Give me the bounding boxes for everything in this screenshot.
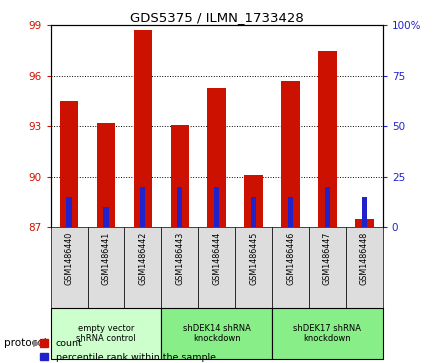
Bar	[103, 207, 109, 227]
Text: shDEK14 shRNA
knockdown: shDEK14 shRNA knockdown	[183, 324, 251, 343]
Bar	[325, 187, 330, 227]
Bar	[362, 197, 367, 227]
Bar	[60, 101, 78, 227]
Text: GSM1486441: GSM1486441	[102, 231, 110, 285]
Text: GSM1486447: GSM1486447	[323, 231, 332, 285]
Text: GSM1486444: GSM1486444	[212, 231, 221, 285]
Bar	[88, 227, 125, 308]
Bar	[235, 227, 272, 308]
Bar	[208, 87, 226, 227]
Text: GSM1486445: GSM1486445	[249, 231, 258, 285]
Bar	[125, 227, 161, 308]
Text: GSM1486448: GSM1486448	[360, 231, 369, 285]
Bar	[272, 227, 309, 308]
Text: GSM1486443: GSM1486443	[175, 231, 184, 285]
Bar	[281, 81, 300, 227]
Bar	[272, 308, 383, 359]
Bar	[244, 175, 263, 227]
Bar	[214, 187, 219, 227]
Bar	[346, 227, 383, 308]
Bar	[309, 227, 346, 308]
Bar	[51, 308, 161, 359]
Bar	[171, 125, 189, 227]
Bar	[288, 197, 293, 227]
Bar	[97, 123, 115, 227]
Text: protocol: protocol	[4, 338, 47, 348]
Bar	[161, 308, 272, 359]
Bar	[161, 227, 198, 308]
Bar	[51, 227, 88, 308]
Bar	[66, 197, 72, 227]
Text: GSM1486442: GSM1486442	[138, 231, 147, 285]
Legend: count, percentile rank within the sample: count, percentile rank within the sample	[40, 339, 216, 362]
Text: ▶: ▶	[33, 338, 41, 348]
Bar	[355, 219, 374, 227]
Bar	[318, 51, 337, 227]
Text: GSM1486440: GSM1486440	[65, 231, 73, 285]
Bar	[177, 187, 182, 227]
Bar	[251, 197, 256, 227]
Bar	[140, 187, 146, 227]
Text: empty vector
shRNA control: empty vector shRNA control	[76, 324, 136, 343]
Text: GSM1486446: GSM1486446	[286, 231, 295, 285]
Bar	[134, 30, 152, 227]
Text: shDEK17 shRNA
knockdown: shDEK17 shRNA knockdown	[293, 324, 361, 343]
Title: GDS5375 / ILMN_1733428: GDS5375 / ILMN_1733428	[130, 11, 304, 24]
Bar	[198, 227, 235, 308]
